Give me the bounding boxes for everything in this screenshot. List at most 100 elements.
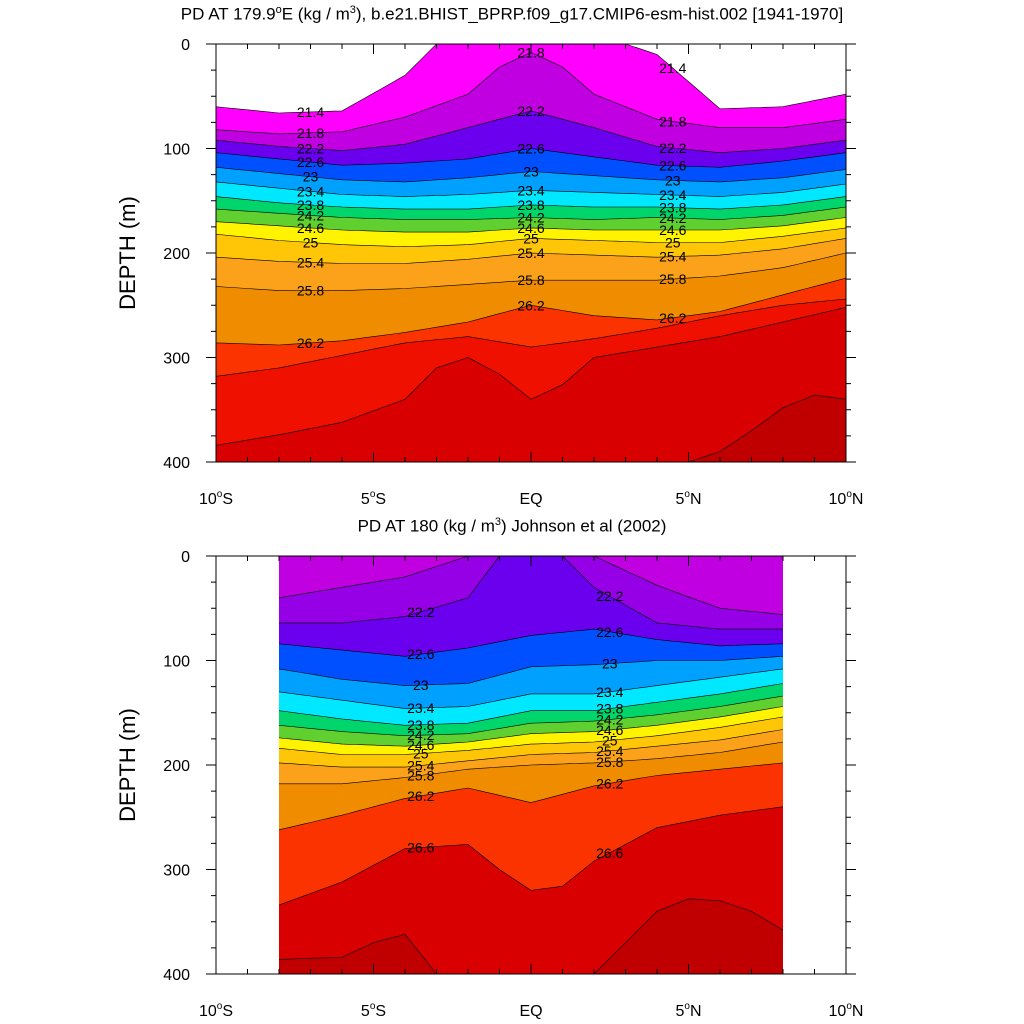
- contour-line: [278, 683, 784, 726]
- contour-label: 23.4: [659, 187, 686, 203]
- contour-lines: [215, 43, 847, 463]
- contour-label: 23: [602, 656, 618, 672]
- contour-line: [215, 206, 847, 220]
- chart-title: PD AT 179.9oE (kg / m3), b.e21.BHIST_BPR…: [180, 4, 844, 24]
- contour-label: 24.2: [659, 210, 686, 226]
- contour-labels: 21.421.421.821.821.822.222.222.222.622.6…: [297, 44, 687, 351]
- contour-label: 23.8: [596, 701, 623, 717]
- contour-label: 21.4: [659, 60, 686, 76]
- contour-label: 24.6: [659, 222, 686, 238]
- contour-label: 23.8: [659, 200, 686, 216]
- contour-label: 25.8: [517, 272, 544, 288]
- contour-line: [215, 277, 847, 346]
- contour-label: 23: [303, 169, 319, 185]
- contour-label: 22.2: [517, 103, 544, 119]
- contour-line: [279, 741, 784, 785]
- contour-line: [278, 729, 784, 768]
- contour-label: 22.6: [407, 646, 434, 662]
- x-tick-label: 5oN: [675, 489, 701, 508]
- contour-line: [215, 238, 847, 264]
- contour-label: 26.2: [596, 775, 623, 791]
- contour-label: 25: [413, 746, 429, 762]
- contour-line: [215, 196, 847, 210]
- contour-label: 25.8: [407, 767, 434, 783]
- chart-panel-model: PD AT 179.9oE (kg / m3), b.e21.BHIST_BPR…: [115, 4, 864, 508]
- contour-line: [215, 148, 847, 168]
- contour-label: 24.2: [297, 207, 324, 223]
- y-tick-label: 300: [163, 351, 190, 368]
- contour-label: 25.8: [596, 754, 623, 770]
- contour-label: 25: [602, 732, 618, 748]
- contour-line: [215, 307, 847, 446]
- y-tick-label: 400: [163, 967, 190, 984]
- contour-line: [278, 656, 784, 686]
- contour-line: [278, 762, 784, 831]
- contour-label: 25.4: [407, 758, 434, 774]
- x-tick-label: 5oN: [675, 1001, 701, 1020]
- contour-label: 22.2: [659, 140, 686, 156]
- y-tick-label: 400: [163, 455, 190, 472]
- contour-label: 26.6: [407, 840, 434, 856]
- contour-fill-band: [279, 898, 783, 974]
- contour-line: [278, 716, 784, 755]
- axis-ticks: [206, 43, 856, 463]
- y-tick-label: 200: [163, 246, 190, 263]
- contour-label: 25.8: [659, 271, 686, 287]
- x-tick-label: 10oN: [829, 1001, 864, 1020]
- filled-contours: [279, 556, 783, 974]
- contour-label: 25: [523, 230, 539, 246]
- contour-label: 24.2: [596, 712, 623, 728]
- contour-label: 25.4: [517, 245, 544, 261]
- contour-line: [278, 806, 784, 906]
- contour-label: 24.2: [407, 727, 434, 743]
- contour-label: 25.4: [596, 743, 623, 759]
- contour-label: 24.6: [517, 220, 544, 236]
- contour-line: [215, 227, 847, 248]
- contour-label: 23.8: [297, 197, 324, 213]
- x-tick-label: 10oN: [829, 489, 864, 508]
- contour-line: [215, 252, 847, 291]
- contour-label: 21.8: [659, 113, 686, 129]
- contour-line: [278, 695, 784, 737]
- contour-label: 26.2: [517, 297, 544, 313]
- contour-label: 26.2: [407, 788, 434, 804]
- x-tick-label: EQ: [519, 1003, 542, 1020]
- contour-label: 25: [665, 235, 681, 251]
- contour-label: 23.4: [517, 182, 544, 198]
- contour-label: 23: [413, 677, 429, 693]
- contour-label: 25: [303, 235, 319, 251]
- contour-label: 25.8: [297, 283, 324, 299]
- contour-label: 21.4: [297, 104, 324, 120]
- contour-fill-band: [216, 395, 846, 462]
- contour-line: [215, 110, 847, 154]
- contour-labels: 22.222.222.622.6232323.423.423.823.824.2…: [407, 588, 623, 861]
- y-tick-label: 0: [181, 37, 190, 54]
- contour-label: 24.6: [297, 220, 324, 236]
- contour-label: 22.6: [517, 141, 544, 157]
- contour-label: 21.8: [297, 125, 324, 141]
- contour-label: 26.2: [297, 335, 324, 351]
- y-tick-label: 100: [163, 142, 190, 159]
- y-tick-label: 100: [163, 654, 190, 671]
- x-tick-label: EQ: [519, 491, 542, 508]
- contour-plot: 21.421.421.821.821.822.222.222.222.622.6…: [163, 37, 864, 508]
- contour-fill-band: [216, 307, 846, 462]
- contour-label: 23.8: [517, 197, 544, 213]
- contour-line: [215, 298, 847, 377]
- contour-plot: 22.222.222.622.6232323.423.423.823.824.2…: [163, 549, 864, 1020]
- contour-label: 23: [665, 172, 681, 188]
- x-tick-label: 10oS: [199, 489, 233, 508]
- contour-label: 23.4: [297, 183, 324, 199]
- x-tick-label: 5oS: [361, 1001, 386, 1020]
- contour-label: 26.2: [659, 310, 686, 326]
- contour-label: 22.6: [297, 154, 324, 170]
- contour-label: 23.4: [407, 700, 434, 716]
- chart-panel-observed: PD AT 180 (kg / m3) Johnson et al (2002)…: [0, 512, 1024, 1024]
- contour-label: 23.4: [596, 684, 623, 700]
- y-tick-label: 200: [163, 758, 190, 775]
- contour-label: 22.2: [596, 588, 623, 604]
- contour-label: 24.2: [517, 209, 544, 225]
- contour-line: [215, 167, 847, 183]
- contour-label: 24.6: [407, 737, 434, 753]
- contour-label: 22.2: [297, 141, 324, 157]
